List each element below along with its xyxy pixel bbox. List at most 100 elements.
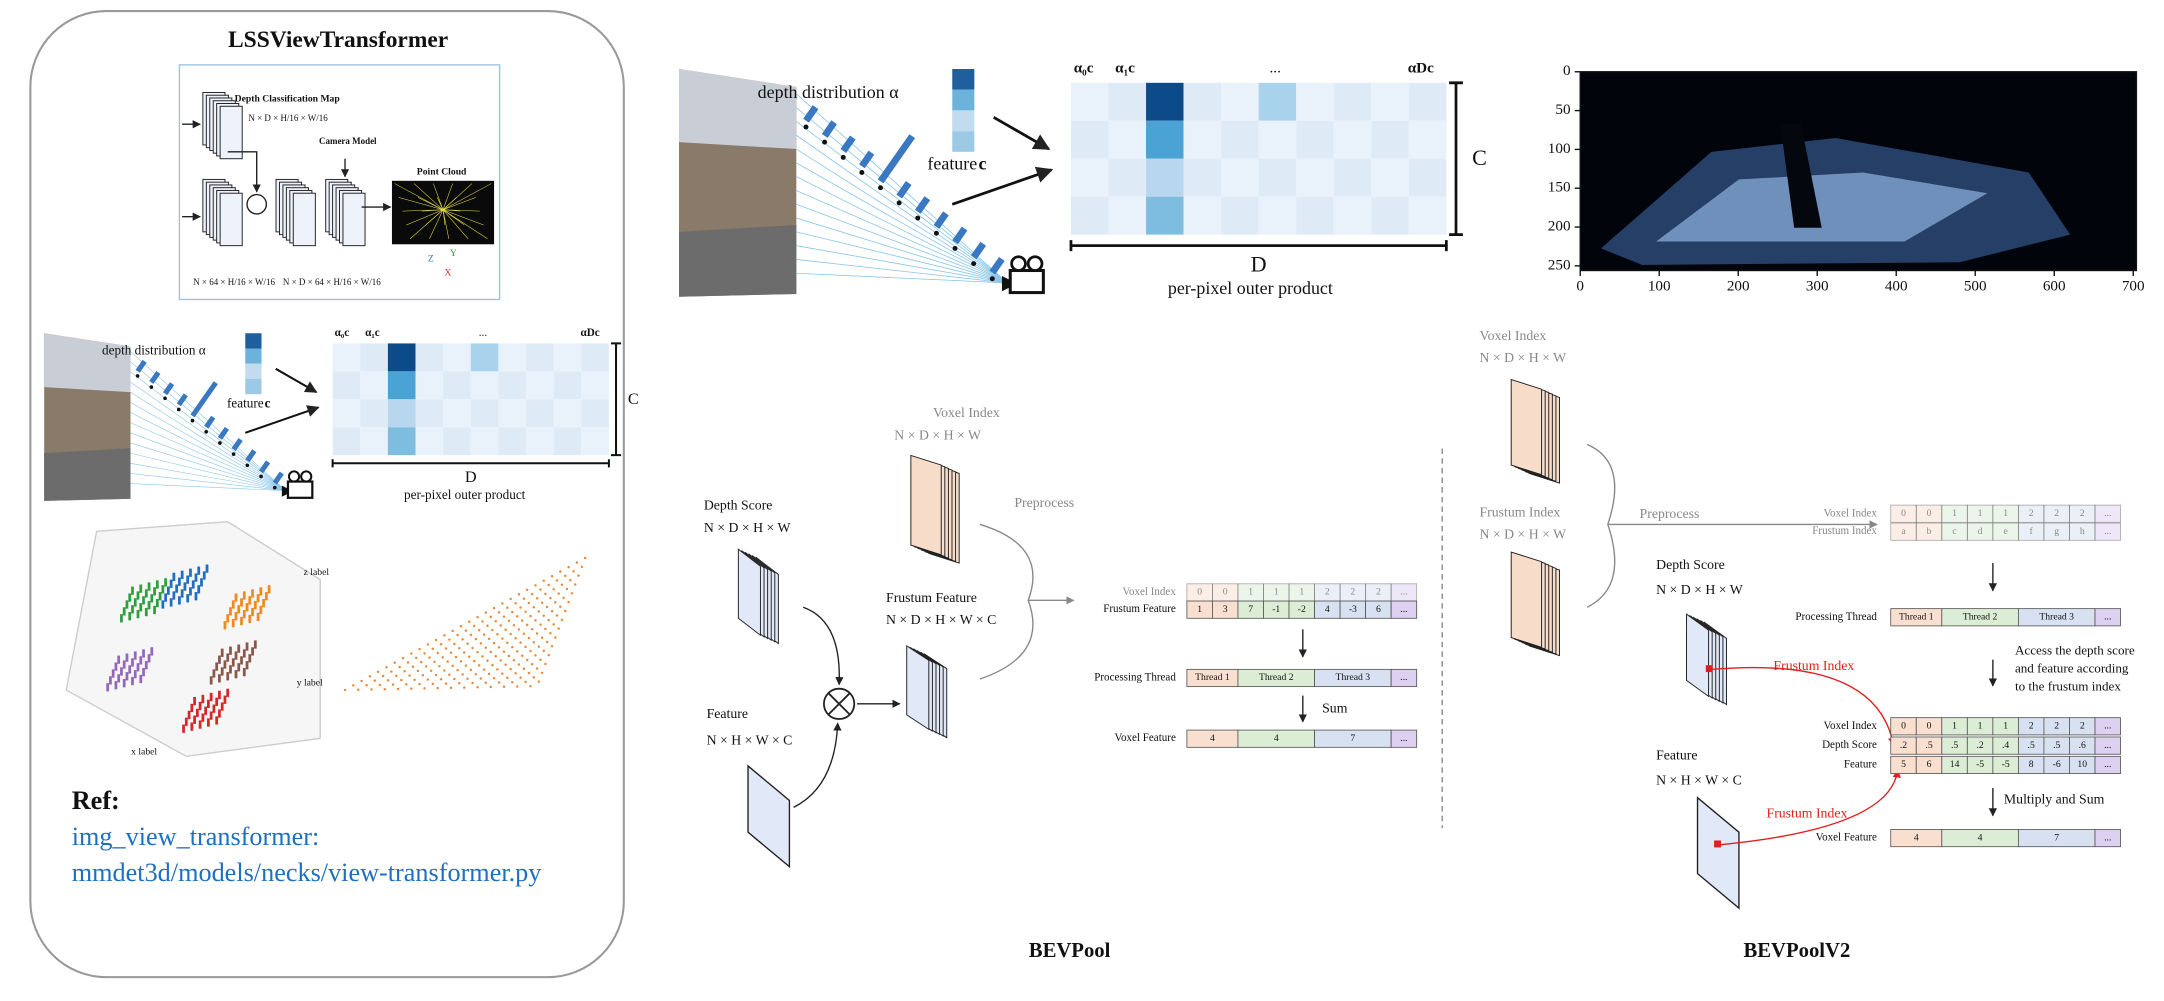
plot-3d-point	[215, 662, 219, 671]
frustum-point	[511, 610, 514, 614]
frustum-point	[540, 636, 544, 639]
plot-3d-point	[187, 710, 191, 720]
matrix-cell	[553, 371, 582, 400]
multiply-cross	[827, 692, 851, 716]
feature-cell	[245, 348, 262, 364]
y-tick-label: 100	[1548, 140, 1571, 157]
image-shadow	[1780, 124, 1822, 228]
frustum-point	[405, 683, 408, 686]
matrix-cell	[1258, 120, 1297, 159]
frustum-point	[492, 606, 496, 610]
frustum-point	[393, 661, 396, 664]
matrix-cell	[415, 399, 444, 428]
frustum-point	[343, 688, 347, 692]
frustum-point	[499, 659, 502, 662]
frustum-point	[534, 654, 537, 657]
cell-text: 4	[1914, 832, 1919, 843]
cell-text: g	[2054, 526, 2059, 537]
frustum-point	[448, 638, 451, 641]
axis-label: x label	[131, 746, 157, 757]
point-cloud-ray	[413, 183, 444, 210]
point-cloud-ray	[442, 209, 484, 226]
cell-text: ...	[1400, 587, 1407, 598]
frustum-point	[509, 667, 512, 671]
plot-3d-point	[226, 688, 230, 697]
matrix-cell	[1070, 120, 1109, 159]
plot-3d-point	[259, 605, 263, 615]
frustum-point	[534, 584, 537, 587]
network-label: Depth Classification Map	[235, 94, 340, 105]
plot-3d-point	[201, 713, 205, 722]
frustum-point	[497, 681, 501, 684]
frustum-point	[542, 579, 546, 582]
cell-text: .5	[1925, 740, 1932, 751]
matrix-cell	[581, 427, 609, 456]
tensor-shape: N × D × H × W	[1479, 350, 1566, 365]
caption: per-pixel outer product	[1168, 278, 1333, 298]
plot-3d-point	[264, 592, 268, 601]
frustum-point	[391, 683, 395, 686]
matrix-cell	[581, 343, 609, 372]
column-label: α₁c	[365, 327, 380, 339]
frustum-point	[464, 629, 468, 632]
frustum-point	[451, 629, 454, 633]
matrix-cell	[1146, 120, 1184, 159]
plot-3d-point	[128, 593, 132, 602]
frustum-point	[469, 668, 473, 672]
column-label: α₁c	[1115, 59, 1135, 76]
row-label: Depth Score	[1822, 739, 1877, 751]
cell-text: 1	[2003, 721, 2008, 732]
frustum-point	[552, 588, 555, 591]
matrix-cell	[387, 343, 416, 372]
frustum-point	[572, 570, 575, 573]
cell-text: 5	[1901, 759, 1906, 770]
frustum-point	[522, 597, 526, 600]
feature-cell	[952, 89, 975, 111]
frustum-point	[489, 650, 493, 654]
frustum-point	[573, 583, 577, 586]
plot-3d-point	[161, 585, 165, 594]
plot-3d-point	[237, 644, 241, 653]
depth-bin	[245, 449, 257, 463]
feature-label: feature	[927, 154, 977, 174]
cell-text: 1	[1248, 587, 1253, 598]
ray	[130, 391, 287, 491]
frustum-point	[1714, 840, 1721, 848]
depth-dot	[952, 245, 958, 251]
plot-3d-point	[209, 676, 213, 685]
c-axis-label: C	[628, 390, 639, 408]
cell-text: ...	[1400, 672, 1407, 683]
y-tick-label: 0	[1563, 62, 1571, 79]
cell-text: 7	[2054, 832, 2059, 843]
plot-3d-point	[109, 676, 112, 685]
frustum-point	[406, 661, 410, 664]
frustum-point	[479, 677, 483, 680]
plot-3d-point	[251, 607, 254, 617]
frustum-point	[519, 606, 522, 609]
plot-3d-point	[220, 667, 224, 676]
plot-3d-point	[212, 704, 216, 713]
frustum-point	[411, 665, 415, 668]
frustum-point	[467, 620, 471, 623]
frustum-point	[501, 602, 504, 605]
depth-dot	[822, 139, 828, 145]
arrow	[275, 367, 318, 394]
cell-text: f	[2030, 526, 2034, 537]
plot-3d-point	[245, 603, 249, 612]
frustum-point	[517, 628, 521, 631]
tensor-label: Voxel Index	[933, 405, 1000, 420]
cell-text: ...	[2104, 740, 2111, 751]
frustum-point	[519, 641, 522, 644]
frustum-point	[527, 601, 531, 605]
cell-text: 1	[1299, 587, 1304, 598]
caption: BEVPoolV2	[1743, 940, 1850, 962]
plot-3d-point	[205, 564, 209, 573]
cell-text: ...	[1400, 604, 1407, 615]
frustum-point	[479, 642, 483, 645]
frustum-point	[544, 592, 547, 596]
frustum-point	[520, 654, 524, 657]
ellipsis: ...	[1270, 59, 1281, 76]
cell-text: .5	[2053, 740, 2060, 751]
frustum-point	[383, 687, 387, 691]
matrix-cell	[1221, 196, 1259, 235]
